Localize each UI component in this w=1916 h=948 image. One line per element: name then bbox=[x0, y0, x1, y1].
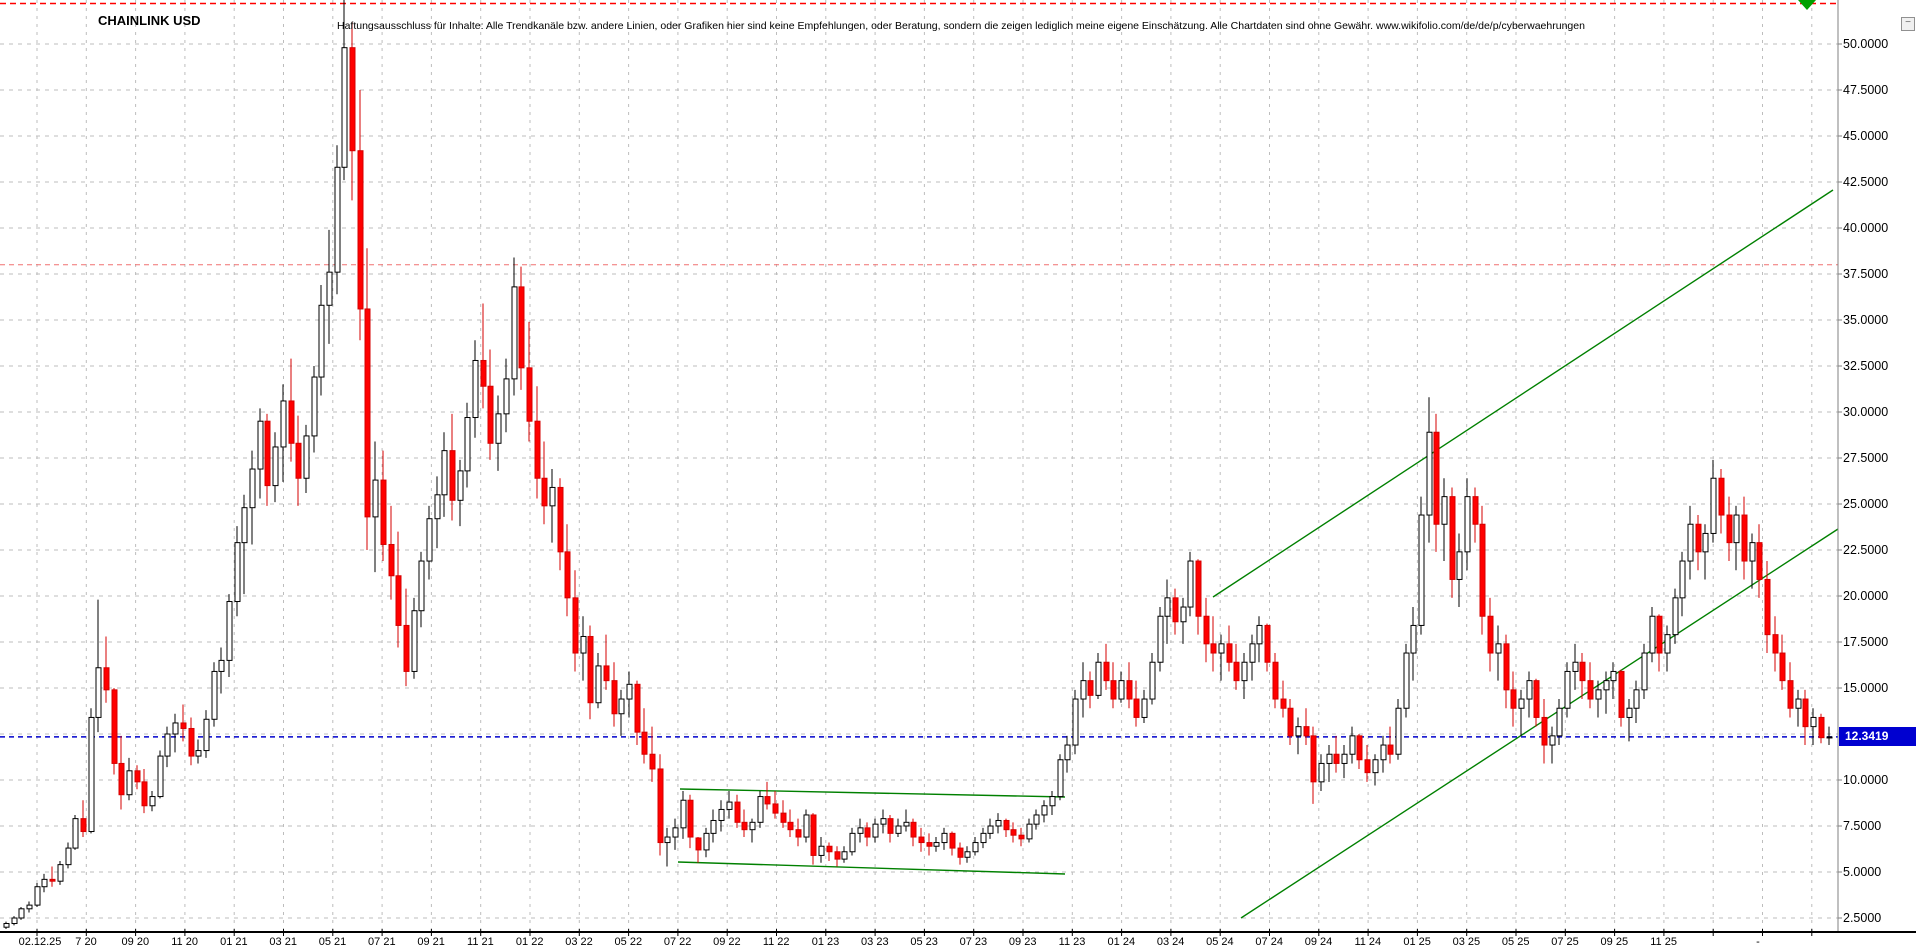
y-axis-label: 32.5000 bbox=[1843, 359, 1888, 373]
x-axis-label: 11 22 bbox=[763, 936, 790, 948]
x-axis-label: 05 25 bbox=[1502, 936, 1530, 948]
x-axis-label: 09 20 bbox=[122, 936, 150, 948]
x-axis-label: 09 24 bbox=[1305, 936, 1333, 948]
x-axis-label: 07 22 bbox=[664, 936, 692, 948]
x-axis-label: 02.12.25 bbox=[19, 936, 62, 948]
x-axis-label: 03 22 bbox=[565, 936, 593, 948]
x-axis-label: 05 23 bbox=[910, 936, 938, 948]
y-axis-label: 10.0000 bbox=[1843, 773, 1888, 787]
disclaimer-text: Haftungsausschluss für Inhalte: Alle Tre… bbox=[337, 20, 1585, 32]
x-axis-label: 09 22 bbox=[713, 936, 741, 948]
y-axis-label: 45.0000 bbox=[1843, 129, 1888, 143]
x-axis-label: 05 21 bbox=[319, 936, 347, 948]
y-axis-label: 42.5000 bbox=[1843, 175, 1888, 189]
y-axis-label: 30.0000 bbox=[1843, 405, 1888, 419]
y-axis-label: 27.5000 bbox=[1843, 451, 1888, 465]
instrument-title: CHAINLINK USD bbox=[98, 13, 201, 28]
y-axis-label: 50.0000 bbox=[1843, 37, 1888, 51]
x-axis-label: 07 24 bbox=[1255, 936, 1283, 948]
x-axis-label: 07 25 bbox=[1551, 936, 1579, 948]
x-axis-label: 01 24 bbox=[1108, 936, 1136, 948]
x-axis-label: 7 20 bbox=[75, 936, 96, 948]
x-axis-label: 01 25 bbox=[1403, 936, 1431, 948]
y-axis-label: 17.5000 bbox=[1843, 635, 1888, 649]
y-axis-label: 15.0000 bbox=[1843, 681, 1888, 695]
y-axis-label: 2.5000 bbox=[1843, 911, 1881, 925]
x-axis-label: 11 20 bbox=[171, 936, 198, 948]
x-axis-label: 11 21 bbox=[467, 936, 494, 948]
x-axis-label: 11 23 bbox=[1059, 936, 1086, 948]
x-axis-label: 03 24 bbox=[1157, 936, 1185, 948]
x-axis-label: 01 21 bbox=[220, 936, 248, 948]
y-axis-label: 35.0000 bbox=[1843, 313, 1888, 327]
x-axis-label: 05 22 bbox=[615, 936, 643, 948]
x-axis-label: 03 25 bbox=[1453, 936, 1481, 948]
y-axis-label: 20.0000 bbox=[1843, 589, 1888, 603]
y-axis-label: 40.0000 bbox=[1843, 221, 1888, 235]
x-axis-label: 01 22 bbox=[516, 936, 544, 948]
x-axis-label: 07 23 bbox=[960, 936, 988, 948]
x-axis-label: 01 23 bbox=[812, 936, 840, 948]
x-axis-label: 07 21 bbox=[368, 936, 396, 948]
x-axis-label: 11 25 bbox=[1650, 936, 1677, 948]
x-axis-label: 11 24 bbox=[1354, 936, 1381, 948]
x-axis-label: 05 24 bbox=[1206, 936, 1234, 948]
y-axis-label: 7.5000 bbox=[1843, 819, 1881, 833]
current-price-badge: 12.3419 bbox=[1839, 727, 1916, 746]
ath-marker-triangle-icon bbox=[1798, 0, 1816, 10]
x-axis-label: - bbox=[1756, 936, 1760, 948]
collapse-icon[interactable]: − bbox=[1901, 17, 1915, 31]
x-axis-label: 09 25 bbox=[1601, 936, 1629, 948]
x-axis-label: 09 21 bbox=[417, 936, 445, 948]
y-axis-label: 22.5000 bbox=[1843, 543, 1888, 557]
x-axis-label: 03 23 bbox=[861, 936, 889, 948]
y-axis-label: 47.5000 bbox=[1843, 83, 1888, 97]
y-axis-label: 5.0000 bbox=[1843, 865, 1881, 879]
y-axis-label: 25.0000 bbox=[1843, 497, 1888, 511]
y-axis-label: 37.5000 bbox=[1843, 267, 1888, 281]
x-axis-label: 09 23 bbox=[1009, 936, 1037, 948]
x-axis-label: 03 21 bbox=[269, 936, 297, 948]
